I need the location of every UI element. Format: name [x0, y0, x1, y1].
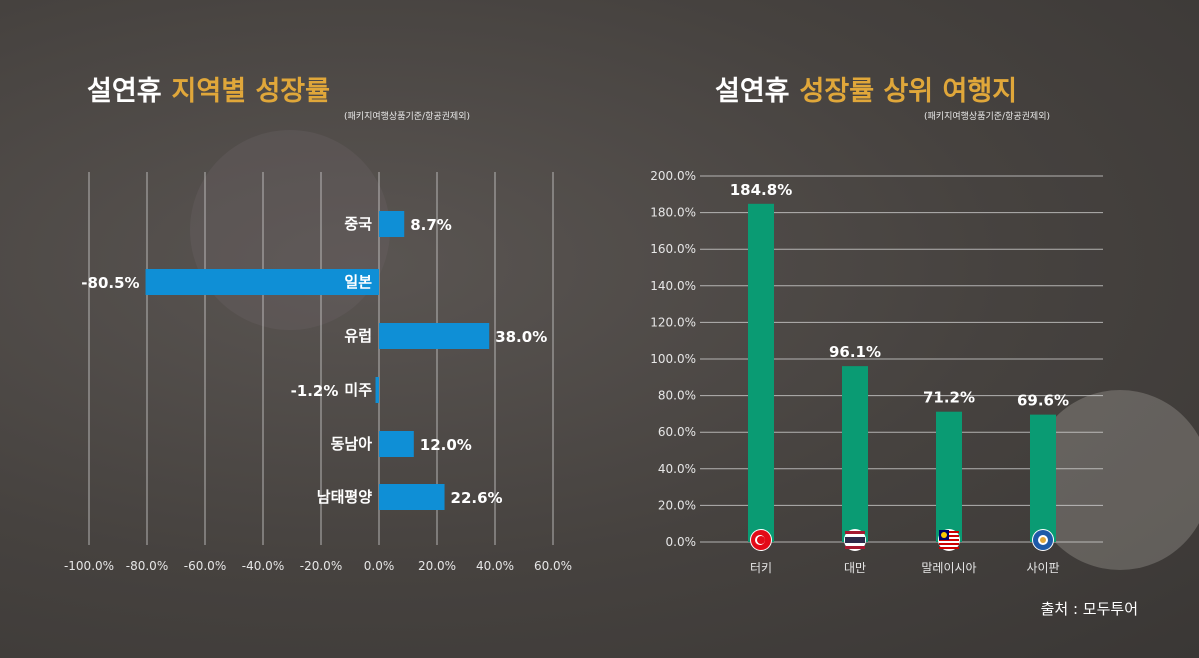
malaysia-flag-icon — [938, 529, 960, 551]
left-title: 설연휴 지역별 성장률 — [87, 76, 330, 107]
category-label: 동남아 — [331, 435, 373, 453]
stripe — [845, 546, 865, 549]
background-decoration — [1030, 390, 1199, 570]
bar — [1030, 414, 1056, 542]
x-tick-label: 20.0% — [418, 559, 456, 573]
bar — [375, 377, 379, 403]
value-label: 38.0% — [495, 328, 547, 346]
y-tick-label: 180.0% — [650, 206, 696, 220]
saipan-flag-icon — [1032, 529, 1054, 551]
category-label: 유럽 — [344, 327, 372, 345]
right-subtitle: (패키지여행상품기준/항공권제외) — [924, 110, 1050, 122]
bar — [379, 211, 405, 237]
left-subtitle: (패키지여행상품기준/항공권제외) — [344, 110, 470, 122]
x-tick-label: -20.0% — [300, 559, 342, 573]
value-label: 12.0% — [420, 436, 472, 454]
y-tick-label: 40.0% — [658, 462, 696, 476]
y-tick-label: 20.0% — [658, 498, 696, 512]
x-tick-label: 60.0% — [534, 559, 572, 573]
value-label: -80.5% — [81, 274, 139, 292]
category-label: 대만 — [844, 561, 866, 575]
value-label: 8.7% — [410, 216, 452, 234]
bar — [842, 366, 868, 542]
stripe — [939, 547, 959, 549]
category-label: 일본 — [344, 273, 372, 291]
x-tick-label: -60.0% — [184, 559, 226, 573]
source-note: 출처 : 모두투어 — [1041, 600, 1138, 618]
value-label: 71.2% — [923, 389, 975, 407]
value-label: 96.1% — [829, 343, 881, 361]
category-label: 남태평양 — [317, 488, 372, 506]
x-tick-label: -100.0% — [64, 559, 114, 573]
background-decoration — [190, 130, 390, 330]
turkey-flag-icon — [750, 529, 772, 551]
value-label: -1.2% — [291, 382, 339, 400]
category-label: 미주 — [344, 381, 372, 399]
x-tick-label: 40.0% — [476, 559, 514, 573]
stripe — [845, 537, 865, 543]
regional-growth-chart: -100.0% -80.0% -60.0% -40.0% -20.0% 0.0% 20.0%… — [64, 172, 572, 573]
y-tick-label: 160.0% — [650, 242, 696, 256]
value-label: 69.6% — [1017, 392, 1069, 410]
right-title-white: 설연휴 — [715, 76, 790, 107]
crescent-cut — [757, 536, 765, 544]
y-tick-label: 140.0% — [650, 279, 696, 293]
right-title: 설연휴 성장률 상위 여행지 — [715, 76, 1017, 107]
category-label: 말레이시아 — [921, 561, 976, 575]
category-label: 터키 — [750, 561, 772, 575]
stripe — [939, 543, 959, 545]
right-title-gold: 성장률 상위 여행지 — [800, 76, 1018, 107]
bar — [379, 484, 445, 510]
category-label: 사이판 — [1026, 561, 1059, 575]
left-title-white: 설연휴 — [87, 76, 162, 107]
x-tick-label: 0.0% — [364, 559, 395, 573]
bar — [936, 411, 962, 542]
y-tick-label: 200.0% — [650, 169, 696, 183]
crescent — [941, 532, 947, 538]
bar — [748, 203, 774, 543]
top-destinations-chart: 0.0% 20.0% 40.0% 60.0% 80.0% 100.0% 120.0% 140.… — [650, 169, 1103, 575]
bar — [379, 431, 414, 457]
value-label: 22.6% — [451, 489, 503, 507]
x-tick-label: -80.0% — [126, 559, 168, 573]
bar — [145, 269, 379, 295]
category-label: 중국 — [344, 215, 372, 233]
y-tick-label: 100.0% — [650, 352, 696, 366]
seal-center — [1040, 537, 1046, 543]
y-tick-label: 80.0% — [658, 389, 696, 403]
value-label: 184.8% — [730, 181, 792, 199]
bar — [379, 323, 490, 349]
y-tick-label: 120.0% — [650, 315, 696, 329]
taiwan-thailand-flag-icon — [844, 529, 866, 551]
stripe — [845, 531, 865, 534]
y-tick-label: 60.0% — [658, 425, 696, 439]
x-tick-label: -40.0% — [242, 559, 284, 573]
y-tick-label: 0.0% — [666, 535, 697, 549]
left-title-gold: 지역별 성장률 — [172, 76, 330, 107]
